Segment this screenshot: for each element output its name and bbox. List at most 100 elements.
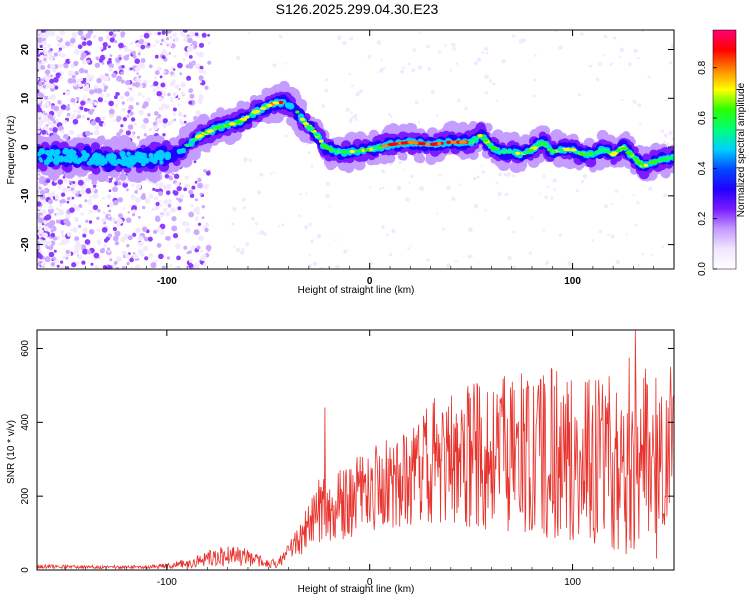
noise-speck bbox=[62, 255, 66, 259]
noise-speck bbox=[650, 253, 654, 256]
noise-speck bbox=[193, 160, 197, 164]
noise-speck bbox=[160, 82, 166, 88]
noise-speck bbox=[231, 222, 235, 226]
noise-speck bbox=[180, 82, 186, 88]
noise-speck bbox=[48, 212, 52, 215]
noise-speck bbox=[171, 66, 174, 70]
noise-speck bbox=[61, 109, 64, 112]
noise-speck bbox=[102, 122, 107, 127]
noise-speck bbox=[104, 54, 108, 58]
noise-speck bbox=[157, 114, 161, 118]
noise-speck bbox=[201, 205, 205, 209]
noise-speck bbox=[74, 216, 79, 221]
noise-speck bbox=[87, 98, 91, 101]
ridge-blob bbox=[594, 159, 606, 171]
noise-speck bbox=[272, 63, 277, 68]
noise-speck bbox=[495, 181, 499, 185]
noise-speck bbox=[304, 225, 309, 230]
noise-speck bbox=[186, 34, 190, 38]
ridge-blob bbox=[288, 102, 294, 108]
noise-speck bbox=[77, 109, 82, 114]
noise-speck bbox=[117, 181, 122, 186]
noise-speck bbox=[92, 193, 98, 199]
noise-speck bbox=[138, 75, 142, 79]
noise-speck bbox=[188, 55, 193, 59]
noise-speck bbox=[166, 121, 172, 126]
noise-speck bbox=[155, 182, 159, 187]
noise-speck bbox=[159, 92, 162, 96]
ridge-blob bbox=[179, 149, 184, 154]
noise-speck bbox=[114, 221, 118, 224]
noise-speck bbox=[612, 36, 617, 40]
noise-speck bbox=[140, 123, 147, 130]
noise-speck bbox=[40, 261, 46, 267]
noise-speck bbox=[116, 117, 121, 123]
noise-speck bbox=[402, 168, 405, 171]
noise-speck bbox=[285, 134, 288, 138]
noise-speck bbox=[182, 30, 188, 33]
noise-speck bbox=[154, 70, 160, 76]
noise-speck bbox=[507, 256, 512, 261]
noise-speck bbox=[367, 54, 372, 59]
noise-speck bbox=[126, 244, 130, 248]
noise-speck bbox=[39, 176, 46, 182]
noise-speck bbox=[615, 260, 620, 265]
noise-speck bbox=[248, 158, 252, 162]
noise-speck bbox=[62, 176, 66, 179]
noise-speck bbox=[78, 193, 82, 197]
noise-speck bbox=[99, 248, 105, 254]
noise-speck bbox=[50, 74, 53, 78]
noise-speck bbox=[183, 187, 188, 192]
noise-speck bbox=[430, 90, 435, 94]
noise-speck bbox=[144, 198, 151, 204]
noise-speck bbox=[84, 199, 88, 203]
noise-speck bbox=[544, 195, 548, 200]
noise-speck bbox=[661, 245, 664, 249]
noise-speck bbox=[481, 50, 485, 54]
noise-speck bbox=[192, 62, 196, 66]
noise-speck bbox=[59, 203, 63, 207]
noise-speck bbox=[57, 41, 61, 45]
noise-speck bbox=[506, 216, 511, 221]
noise-speck bbox=[321, 104, 326, 108]
noise-speck bbox=[198, 69, 204, 74]
noise-speck bbox=[143, 32, 150, 39]
noise-speck bbox=[670, 44, 674, 49]
noise-speck bbox=[668, 130, 673, 136]
noise-speck bbox=[610, 234, 615, 239]
noise-speck bbox=[609, 62, 613, 66]
noise-speck bbox=[37, 190, 40, 194]
noise-speck bbox=[199, 80, 202, 84]
noise-speck bbox=[184, 175, 189, 180]
noise-speck bbox=[44, 101, 50, 107]
noise-speck bbox=[80, 212, 84, 216]
noise-speck bbox=[118, 42, 124, 49]
ridge-blob bbox=[46, 155, 54, 163]
noise-speck bbox=[165, 211, 171, 217]
noise-speck bbox=[153, 125, 159, 131]
noise-speck bbox=[188, 189, 194, 195]
noise-speck bbox=[99, 46, 103, 50]
noise-speck bbox=[188, 88, 194, 93]
noise-speck bbox=[128, 49, 133, 53]
noise-speck bbox=[43, 57, 47, 62]
noise-speck bbox=[37, 253, 43, 260]
noise-speck bbox=[147, 236, 153, 242]
ridge-blob bbox=[126, 151, 131, 157]
noise-speck bbox=[136, 72, 139, 75]
ridge-blob bbox=[148, 152, 154, 158]
noise-speck bbox=[634, 223, 637, 227]
noise-speck bbox=[98, 58, 104, 63]
noise-speck bbox=[353, 113, 358, 119]
noise-speck bbox=[183, 114, 186, 118]
noise-speck bbox=[127, 235, 133, 241]
noise-speck bbox=[42, 114, 48, 120]
noise-speck bbox=[232, 206, 237, 212]
noise-speck bbox=[90, 262, 94, 266]
noise-speck bbox=[109, 258, 113, 262]
noise-speck bbox=[58, 209, 65, 216]
noise-speck bbox=[398, 160, 403, 165]
noise-speck bbox=[37, 30, 41, 35]
noise-speck bbox=[142, 245, 149, 251]
noise-speck bbox=[113, 200, 119, 206]
